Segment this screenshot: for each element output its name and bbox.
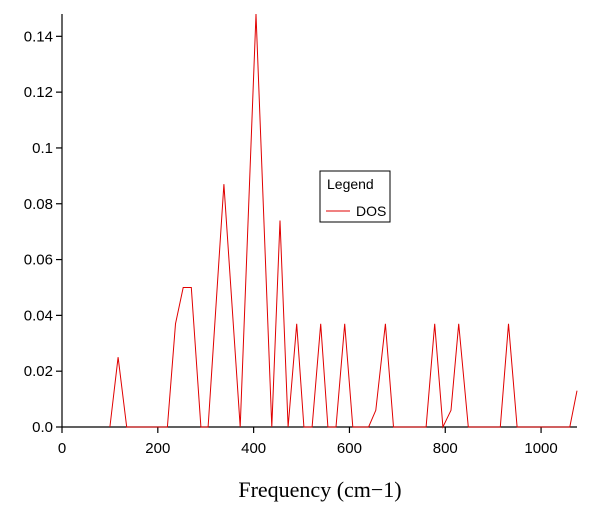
x-axis-label: Frequency (cm−1) xyxy=(238,477,401,502)
legend-title: Legend xyxy=(327,176,374,192)
y-tick-label: 0.1 xyxy=(32,140,53,157)
x-tick-label: 1000 xyxy=(524,440,557,457)
y-tick-label: 0.14 xyxy=(24,28,53,45)
x-tick-label: 400 xyxy=(241,440,266,457)
series-line-dos xyxy=(109,13,578,429)
legend-box xyxy=(319,170,391,223)
y-tick-label: 0.04 xyxy=(24,307,53,324)
x-tick-label: 0 xyxy=(58,440,66,457)
x-tick-label: 200 xyxy=(145,440,170,457)
legend: Legend DOS xyxy=(319,170,391,223)
x-ticks: 0 200 400 600 800 1000 xyxy=(58,427,558,457)
series-group xyxy=(109,13,578,429)
y-tick-label: 0.12 xyxy=(24,84,53,101)
y-tick-label: 0.0 xyxy=(32,419,53,436)
x-tick-label: 600 xyxy=(337,440,362,457)
legend-entry-dos: DOS xyxy=(356,203,386,219)
y-ticks: 0.0 0.02 0.04 0.06 0.08 0.1 0.12 0.14 xyxy=(24,28,62,436)
y-tick-label: 0.06 xyxy=(24,252,53,269)
y-tick-label: 0.02 xyxy=(24,363,53,380)
x-tick-label: 800 xyxy=(433,440,458,457)
y-tick-label: 0.08 xyxy=(24,196,53,213)
